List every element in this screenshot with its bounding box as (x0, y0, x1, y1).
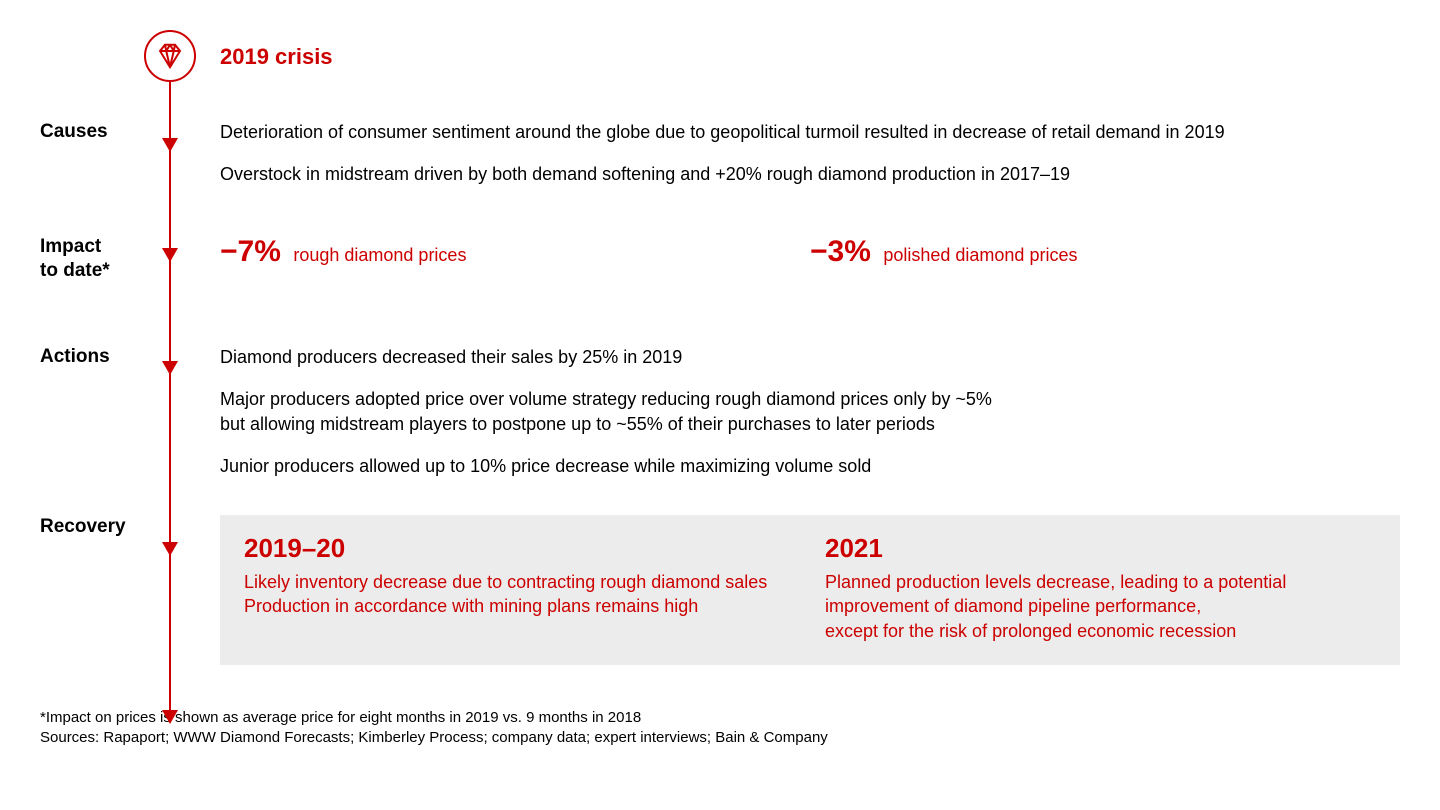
impact-polished-label: polished diamond prices (883, 245, 1077, 265)
recovery-content: 2019–20 Likely inventory decrease due to… (220, 515, 1400, 690)
arrow-end (162, 710, 178, 724)
timeline-line (169, 82, 171, 710)
impact-rough-value: −7% (220, 235, 281, 268)
impact-metric-rough: −7% rough diamond prices (220, 235, 810, 345)
page-title: 2019 crisis (220, 44, 333, 70)
arrow-causes (162, 138, 178, 152)
actions-p3: Junior producers allowed up to 10% price… (220, 454, 1400, 478)
arrow-actions (162, 361, 178, 375)
impact-polished-value: −3% (810, 235, 871, 268)
label-actions: Actions (40, 345, 140, 369)
recovery-text-1: Likely inventory decrease due to contrac… (244, 570, 795, 619)
actions-p1: Diamond producers decreased their sales … (220, 345, 1400, 369)
diamond-icon (144, 30, 196, 82)
recovery-title-2: 2021 (825, 533, 1376, 564)
timeline (140, 30, 200, 690)
impact-metric-polished: −3% polished diamond prices (810, 235, 1400, 345)
recovery-panel-2019-20: 2019–20 Likely inventory decrease due to… (244, 533, 795, 643)
footnote-line2: Sources: Rapaport; WWW Diamond Forecasts… (40, 728, 1400, 748)
label-causes: Causes (40, 120, 140, 144)
impact-content: −7% rough diamond prices −3% polished di… (220, 235, 1400, 345)
arrow-impact (162, 248, 178, 262)
causes-p2: Overstock in midstream driven by both de… (220, 162, 1400, 186)
footnote-line1: *Impact on prices is shown as average pr… (40, 708, 1400, 728)
label-impact: Impact to date* (40, 235, 140, 283)
recovery-text-2: Planned production levels decrease, lead… (825, 570, 1376, 643)
causes-content: Deterioration of consumer sentiment arou… (220, 120, 1400, 235)
recovery-panel-2021: 2021 Planned production levels decrease,… (825, 533, 1376, 643)
actions-p2: Major producers adopted price over volum… (220, 387, 1400, 436)
impact-rough-label: rough diamond prices (293, 245, 466, 265)
actions-content: Diamond producers decreased their sales … (220, 345, 1400, 515)
arrow-recovery (162, 542, 178, 556)
causes-p1: Deterioration of consumer sentiment arou… (220, 120, 1400, 144)
recovery-title-1: 2019–20 (244, 533, 795, 564)
label-recovery: Recovery (40, 515, 140, 539)
footnote: *Impact on prices is shown as average pr… (40, 708, 1400, 749)
recovery-box: 2019–20 Likely inventory decrease due to… (220, 515, 1400, 665)
